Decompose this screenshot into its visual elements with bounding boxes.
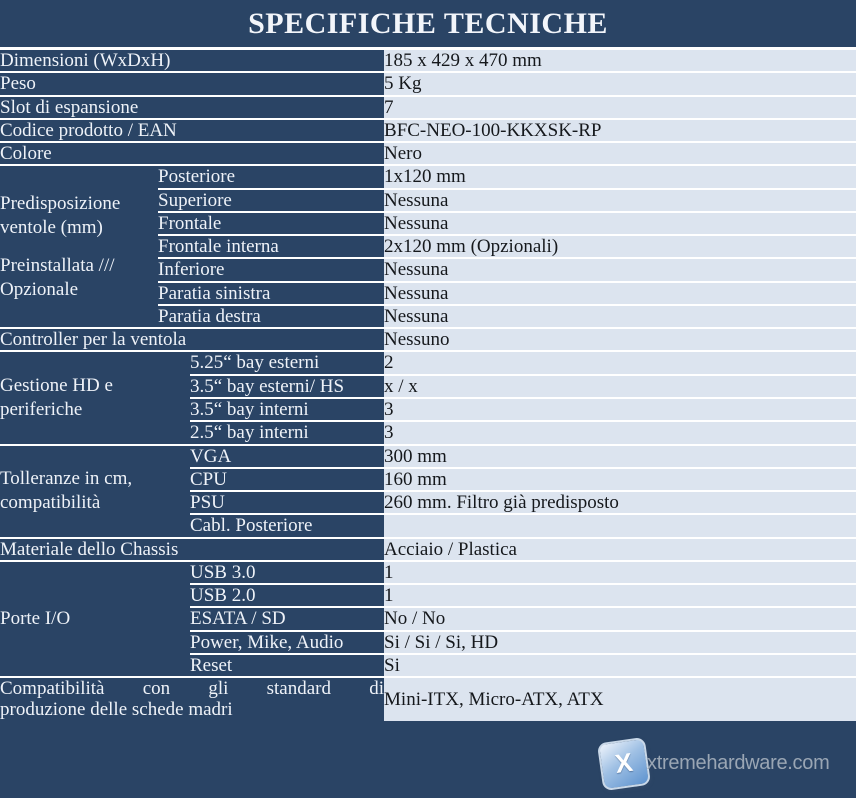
group-label-porte-io: Porte I/O [0, 560, 190, 679]
table-row: Materiale dello Chassis Acciaio / Plasti… [0, 537, 856, 562]
row-label-materiale: Materiale dello Chassis [0, 537, 385, 562]
sub-value-cpu: 160 mm [384, 467, 856, 493]
sub-value-inferiore: Nessuna [384, 258, 856, 283]
table-row: ESATA / SD No / No [0, 607, 856, 632]
table-row: USB 2.0 1 [0, 584, 856, 609]
sub-label-paratia-sinistra: Paratia sinistra [158, 281, 385, 306]
sub-label-cabl-posteriore: Cabl. Posteriore [190, 514, 385, 539]
sub-value-frontale-interna: 2x120 mm (Opzionali) [384, 235, 856, 260]
row-label-codice: Codice prodotto / EAN [0, 118, 385, 144]
sub-label-posteriore: Posteriore [158, 165, 385, 190]
sub-value-bay-35-interni: 3 [384, 397, 856, 423]
table-row: Frontale interna 2x120 mm (Opzionali) [0, 235, 856, 260]
table-row: Peso 5 Kg [0, 72, 856, 97]
sub-value-frontale: Nessuna [384, 211, 856, 237]
table-row: Slot di espansione 7 [0, 95, 856, 120]
sub-value-usb-30: 1 [384, 560, 856, 586]
sub-value-bay-25-interni: 3 [384, 421, 856, 446]
group-label-ventole: Predisposizione ventole (mm) Preinstalla… [0, 165, 158, 330]
sub-label-cpu: CPU [190, 467, 385, 493]
row-value-codice: BFC-NEO-100-KKXSK-RP [384, 118, 856, 144]
table-row: CPU 160 mm [0, 467, 856, 493]
sub-value-posteriore: 1x120 mm [384, 165, 856, 190]
table-row: Power, Mike, Audio Si / Si / Si, HD [0, 630, 856, 655]
xtremehardware-logo-icon [596, 736, 652, 792]
row-label-compatibilita-line2: produzione delle schede madri [0, 699, 233, 721]
row-label-slot: Slot di espansione [0, 95, 385, 120]
row-value-colore: Nero [384, 142, 856, 167]
sub-label-esata-sd: ESATA / SD [190, 607, 385, 632]
sub-label-frontale-interna: Frontale interna [158, 235, 385, 260]
table-row: Porte I/O USB 3.0 1 [0, 560, 856, 679]
row-label-compatibilita: Compatibilità con gli standard di produz… [0, 677, 385, 721]
watermark-text: xtremehardware.com [647, 752, 830, 774]
row-label-compatibilita-line1: Compatibilità con gli standard di [0, 678, 385, 700]
sub-label-usb-20: USB 2.0 [190, 584, 385, 609]
table-row: Predisposizione ventole (mm) Preinstalla… [0, 165, 856, 330]
table-row: PSU 260 mm. Filtro già predisposto [0, 491, 856, 516]
table-row: Colore Nero [0, 142, 856, 167]
sub-label-power-mike-audio: Power, Mike, Audio [190, 630, 385, 655]
table-row: Gestione HD e periferiche 5.25“ bay este… [0, 351, 856, 446]
specifications-table: Dimensioni (WxDxH) 185 x 429 x 470 mm Pe… [0, 50, 856, 721]
row-value-compatibilita: Mini-ITX, Micro-ATX, ATX [384, 677, 856, 721]
table-row: Codice prodotto / EAN BFC-NEO-100-KKXSK-… [0, 118, 856, 144]
row-value-compatibilita-text: Mini-ITX, Micro-ATX, ATX [384, 688, 604, 710]
sub-value-paratia-sinistra: Nessuna [384, 281, 856, 306]
table-row: 3.5“ bay interni 3 [0, 397, 856, 423]
table-row: Frontale Nessuna [0, 211, 856, 237]
table-row: 3.5“ bay esterni/ HS x / x [0, 374, 856, 399]
row-value-peso: 5 Kg [384, 72, 856, 97]
table-row: Paratia destra Nessuna [0, 304, 856, 330]
sub-label-reset: Reset [190, 653, 385, 679]
sub-value-psu: 260 mm. Filtro già predisposto [384, 491, 856, 516]
sub-value-power-mike-audio: Si / Si / Si, HD [384, 630, 856, 655]
sub-value-paratia-destra: Nessuna [384, 304, 856, 330]
row-value-controller: Nessuno [384, 328, 856, 353]
table-row: Superiore Nessuna [0, 188, 856, 213]
table-row: Reset Si [0, 653, 856, 679]
sub-label-bay-35-interni: 3.5“ bay interni [190, 397, 385, 423]
sub-value-reset: Si [384, 653, 856, 679]
sub-label-bay-25-interni: 2.5“ bay interni [190, 421, 385, 446]
row-value-slot: 7 [384, 95, 856, 120]
sub-value-bay-35-esterni: x / x [384, 374, 856, 399]
sub-label-frontale: Frontale [158, 211, 385, 237]
group-label-ventole-line2: Preinstallata /// Opzionale [0, 254, 115, 300]
sub-label-vga: VGA [190, 444, 385, 469]
watermark: xtremehardware.com [596, 736, 850, 796]
row-label-peso: Peso [0, 72, 385, 97]
sub-label-inferiore: Inferiore [158, 258, 385, 283]
row-label-controller: Controller per la ventola [0, 328, 385, 353]
group-label-ventole-line1: Predisposizione ventole (mm) [0, 193, 121, 238]
group-label-gestione-hd: Gestione HD e periferiche [0, 351, 190, 446]
row-value-materiale: Acciaio / Plastica [384, 537, 856, 562]
sub-label-superiore: Superiore [158, 188, 385, 213]
row-label-colore: Colore [0, 142, 385, 167]
table-row: Cabl. Posteriore [0, 514, 856, 539]
sub-label-bay-35-esterni: 3.5“ bay esterni/ HS [190, 374, 385, 399]
table-row: Controller per la ventola Nessuno [0, 328, 856, 353]
sub-label-psu: PSU [190, 491, 385, 516]
row-label-dimensioni: Dimensioni (WxDxH) [0, 50, 385, 74]
row-value-dimensioni: 185 x 429 x 470 mm [384, 50, 856, 74]
sub-label-bay-525-esterni: 5.25“ bay esterni [190, 351, 385, 376]
sub-value-esata-sd: No / No [384, 607, 856, 632]
table-row: Dimensioni (WxDxH) 185 x 429 x 470 mm [0, 50, 856, 74]
sub-value-superiore: Nessuna [384, 188, 856, 213]
sub-label-paratia-destra: Paratia destra [158, 304, 385, 330]
table-row: Tolleranze in cm, compatibilità VGA 300 … [0, 444, 856, 539]
group-label-tolleranze: Tolleranze in cm, compatibilità [0, 444, 190, 539]
sub-value-bay-525-esterni: 2 [384, 351, 856, 376]
table-row: Inferiore Nessuna [0, 258, 856, 283]
table-row: Compatibilità con gli standard di produz… [0, 677, 856, 721]
page-title: SPECIFICHE TECNICHE [0, 0, 856, 50]
sub-value-cabl-posteriore [384, 514, 856, 539]
sub-value-vga: 300 mm [384, 444, 856, 469]
sub-label-usb-30: USB 3.0 [190, 560, 385, 586]
sub-value-usb-20: 1 [384, 584, 856, 609]
table-row: 2.5“ bay interni 3 [0, 421, 856, 446]
table-row: Paratia sinistra Nessuna [0, 281, 856, 306]
